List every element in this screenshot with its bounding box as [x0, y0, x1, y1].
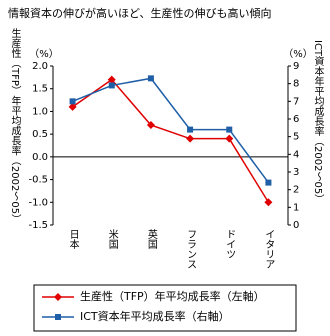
y2-tick-label: 3: [293, 167, 299, 178]
marker: [108, 82, 115, 89]
y-tick-label: 0.0: [32, 152, 48, 163]
y-tick-label: -0.5: [28, 175, 48, 186]
marker: [226, 126, 233, 133]
y2-tick-label: 9: [293, 61, 299, 72]
y-unit: （%）: [29, 48, 59, 60]
marker: [68, 102, 77, 111]
y2-tick-label: 8: [293, 79, 299, 90]
y2-tick-label: 4: [293, 149, 299, 160]
marker: [69, 98, 76, 105]
marker: [264, 198, 273, 207]
x-tick-label: フランス: [185, 229, 196, 269]
y2-unit: （%）: [283, 48, 313, 60]
y2-tick-label: 0: [293, 220, 299, 231]
y2-axis-label: ICT資本年平均成長率（2002～05）: [312, 40, 324, 204]
y2-tick-label: 5: [293, 132, 299, 143]
marker: [146, 121, 155, 130]
x-tick-label: 英国: [145, 228, 157, 250]
y-axis-label: 生産性（TFP）年平均成長率（2002～05）: [9, 27, 21, 224]
x-tick-label: 米国: [106, 228, 118, 250]
x-tick-label: ドイツ: [224, 229, 236, 259]
y2-tick-label: 2: [293, 185, 299, 196]
marker: [107, 75, 116, 84]
marker: [265, 179, 272, 186]
legend-label: 生産性（TFP）年平均成長率（左軸）: [80, 289, 265, 303]
y-tick-label: 0.5: [32, 129, 48, 140]
y-tick-label: 1.5: [32, 84, 48, 95]
x-tick-label: イタリア: [263, 229, 275, 269]
marker: [186, 134, 195, 143]
series-line: [72, 77, 270, 184]
legend-label: ICT資本年平均成長率（右軸）: [80, 309, 230, 323]
marker: [225, 134, 234, 143]
marker: [147, 75, 154, 82]
marker: [187, 126, 194, 133]
y2-tick-label: 6: [293, 114, 299, 125]
legend-marker: [54, 293, 62, 301]
y2-tick-label: 1: [293, 202, 299, 213]
y-tick-label: -1.0: [28, 197, 48, 208]
y2-tick-label: 7: [293, 96, 299, 107]
y-tick-label: 2.0: [32, 61, 48, 72]
legend-marker: [55, 314, 61, 320]
chart-title: 情報資本の伸びが高いほど、生産性の伸びも高い傾向: [8, 6, 271, 20]
x-tick-label: 日本: [67, 229, 79, 250]
y-tick-label: 1.0: [32, 106, 48, 117]
y-tick-label: -1.5: [28, 220, 48, 231]
series-line: [72, 78, 270, 203]
legend-box: [33, 284, 297, 332]
